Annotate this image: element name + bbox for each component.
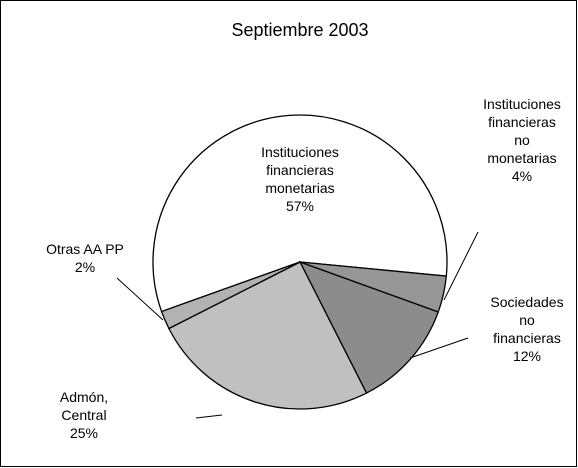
value-label: 57% bbox=[285, 198, 315, 214]
chart-title: Septiembre 2003 bbox=[231, 20, 368, 40]
pie-slice bbox=[168, 261, 368, 410]
slice-label: Sociedades no financieras 12% bbox=[484, 293, 570, 365]
slice-label: Instituciones financieras no monetarias 4… bbox=[479, 95, 565, 185]
leader-line bbox=[409, 337, 469, 359]
pie-slice bbox=[160, 261, 301, 330]
value-label: 4% bbox=[511, 168, 533, 184]
category-label: Instituciones financieras monetarias bbox=[261, 144, 339, 196]
category-label: Instituciones financieras no monetarias bbox=[483, 96, 561, 166]
pie-slice bbox=[298, 260, 440, 394]
leader-line bbox=[443, 231, 479, 301]
category-label: Sociedades no financieras bbox=[490, 294, 564, 346]
leader-line bbox=[195, 414, 223, 419]
value-label: 12% bbox=[512, 348, 542, 364]
slice-label: Otras AA PP 2% bbox=[35, 240, 135, 276]
slices bbox=[152, 114, 448, 410]
pie-slice bbox=[152, 114, 448, 313]
category-label: Otras AA PP bbox=[46, 241, 124, 257]
value-label: 2% bbox=[74, 259, 96, 275]
category-label: Admón, Central bbox=[59, 389, 109, 423]
leader-lines bbox=[116, 231, 479, 419]
slice-label: Instituciones financieras monetarias 57% bbox=[240, 143, 360, 215]
slice-label: Admón, Central 25% bbox=[52, 388, 116, 442]
leader-line bbox=[116, 277, 164, 321]
value-label: 25% bbox=[69, 425, 99, 441]
